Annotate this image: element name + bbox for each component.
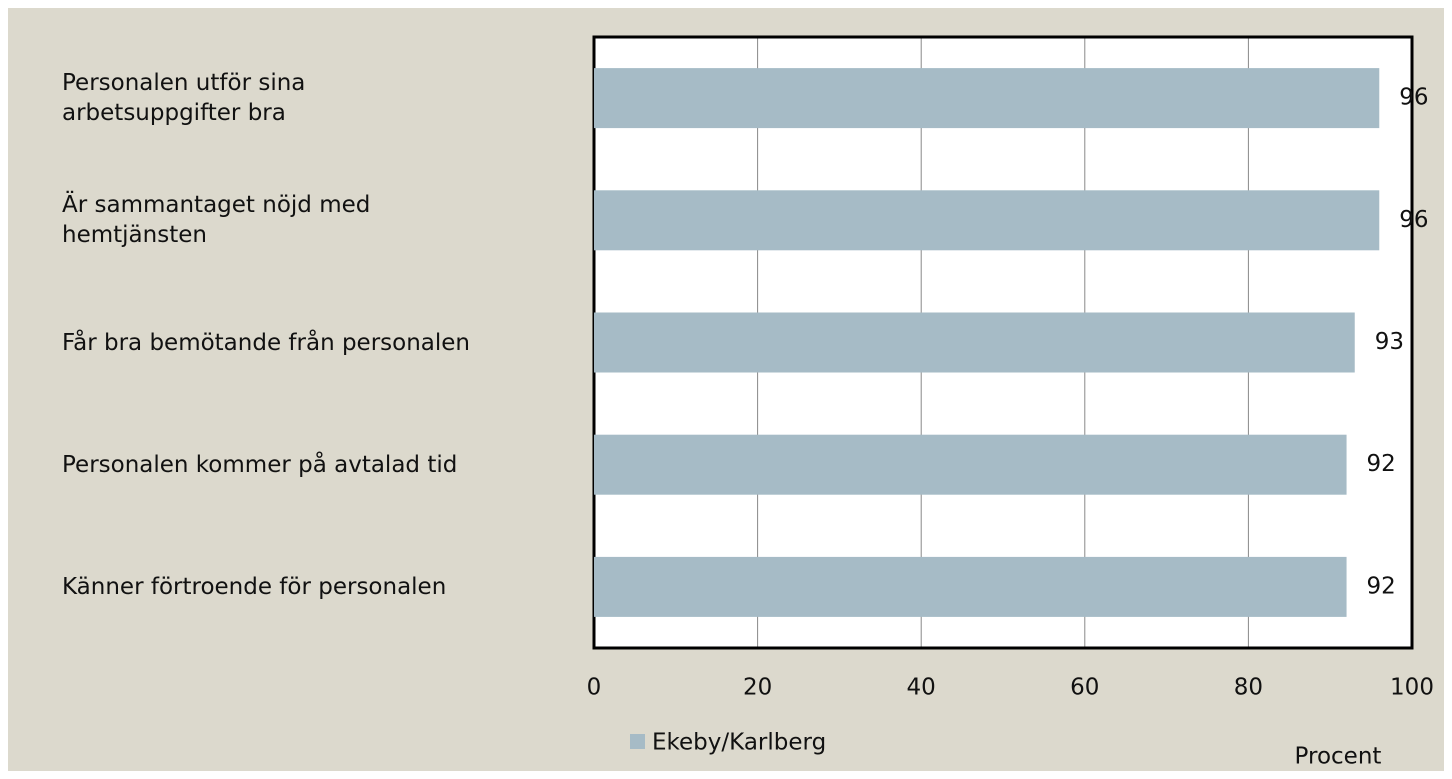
x-tick-label: 0 xyxy=(587,675,602,701)
x-axis-label: Procent xyxy=(1295,744,1382,770)
category-label: Får bra bemötande från personalen xyxy=(62,329,471,356)
data-label: 93 xyxy=(1375,329,1404,355)
bar xyxy=(594,190,1380,251)
bar xyxy=(594,68,1380,129)
x-tick-label: 100 xyxy=(1390,675,1434,701)
category-label: Är sammantaget nöjd med hemtjänsten xyxy=(62,192,371,249)
data-label: 92 xyxy=(1367,451,1396,477)
legend-swatch xyxy=(630,734,645,749)
category-label: Personalen kommer på avtalad tid xyxy=(62,451,458,478)
x-tick-label: 80 xyxy=(1234,675,1263,701)
data-label: 92 xyxy=(1367,573,1396,599)
bar xyxy=(594,434,1347,495)
category-label: Känner förtroende för personalen xyxy=(62,573,447,600)
x-tick-label: 60 xyxy=(1070,675,1099,701)
data-label: 96 xyxy=(1399,85,1428,111)
x-tick-label: 40 xyxy=(907,675,936,701)
bar xyxy=(594,556,1347,617)
category-label: Personalen utför sina arbetsuppgifter br… xyxy=(62,70,306,127)
data-label: 96 xyxy=(1399,207,1428,233)
x-tick-label: 20 xyxy=(743,675,772,701)
bar xyxy=(594,312,1355,373)
legend-label: Ekeby/Karlberg xyxy=(652,730,826,756)
